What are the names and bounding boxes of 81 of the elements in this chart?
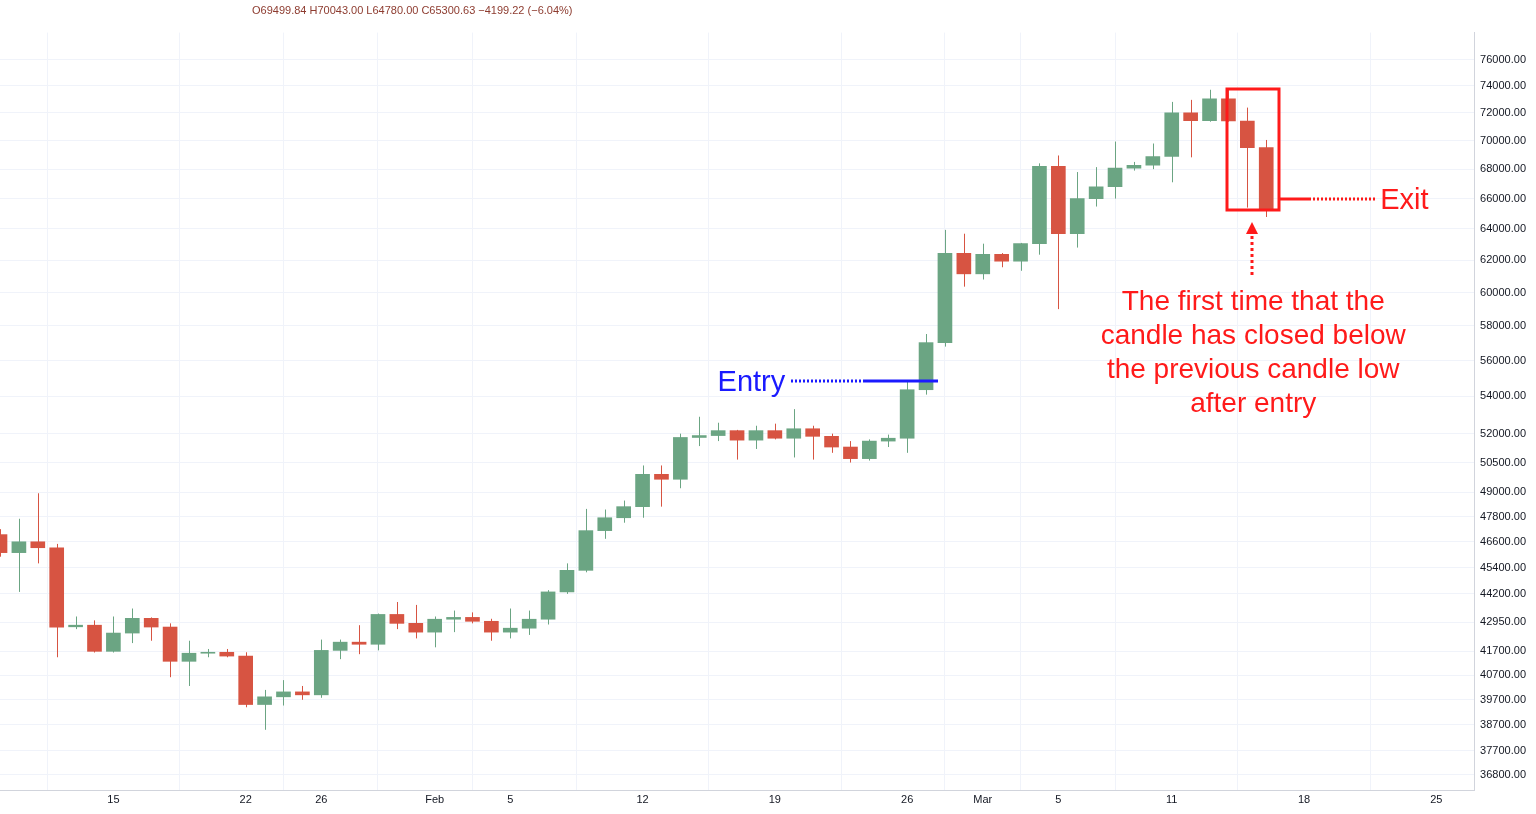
candlestick — [1107, 141, 1123, 200]
y-tick-label: 58000.00 — [1480, 319, 1527, 332]
x-tick-label: Mar — [973, 793, 993, 806]
candlestick — [124, 608, 140, 644]
y-tick-label: 39700.00 — [1480, 692, 1527, 705]
candlestick — [1183, 99, 1198, 158]
candlestick — [1202, 89, 1217, 123]
y-tick-label: 66000.00 — [1480, 191, 1527, 204]
candlestick — [1013, 242, 1028, 272]
candlestick — [427, 615, 443, 648]
candlestick — [332, 639, 348, 660]
x-tick-label: 25 — [1430, 793, 1443, 806]
y-tick-label: 62000.00 — [1480, 253, 1527, 266]
annotation: The first time that the candle has closed below the previous candle low after entry — [1099, 284, 1407, 420]
y-tick-label: 44200.00 — [1480, 586, 1527, 599]
candlestick — [654, 464, 669, 508]
x-tick-label: 5 — [507, 793, 514, 806]
y-tick-label: 46600.00 — [1480, 534, 1527, 547]
x-tick-label: 5 — [1055, 793, 1062, 806]
y-tick-label: 54000.00 — [1480, 389, 1527, 402]
candlestick — [748, 425, 764, 450]
x-tick-label: 26 — [901, 793, 914, 806]
candlestick — [181, 640, 197, 687]
y-tick-label: 52000.00 — [1480, 426, 1527, 439]
y-tick-label: 49000.00 — [1480, 485, 1527, 498]
chart-subtitle: O69499.84 H70043.00 L64780.00 C65300.63 −4199.22 (−6.04%) — [251, 3, 574, 18]
y-tick-label: 60000.00 — [1480, 285, 1527, 298]
y-tick-label: 40700.00 — [1480, 668, 1527, 681]
candlestick — [710, 422, 726, 442]
candlestick — [691, 416, 707, 447]
x-tick-label: 22 — [239, 793, 252, 806]
y-tick-label: 68000.00 — [1480, 162, 1527, 175]
candlestick — [521, 610, 537, 636]
candlestick — [1088, 166, 1104, 208]
candlestick — [446, 610, 461, 633]
candlestick — [257, 689, 272, 731]
candlestick — [729, 429, 745, 461]
candlestick — [862, 438, 877, 462]
x-tick-label: Feb — [425, 793, 445, 806]
candlestick — [408, 604, 424, 639]
y-tick-label: 70000.00 — [1480, 133, 1527, 146]
annotation: Entry — [717, 364, 786, 399]
candlestick — [11, 518, 27, 593]
candlestick — [559, 562, 575, 595]
x-tick-label: 15 — [107, 793, 120, 806]
annotation: Exit — [1380, 182, 1429, 217]
y-tick-label: 45400.00 — [1480, 560, 1527, 573]
x-tick-label: 11 — [1166, 793, 1178, 806]
candlestick — [824, 433, 839, 454]
candlestick — [597, 509, 613, 540]
candlestick — [786, 408, 802, 458]
candlestick — [843, 440, 858, 464]
candlestick — [1145, 143, 1161, 170]
y-tick-label: 36800.00 — [1480, 767, 1527, 780]
y-tick-label: 42950.00 — [1480, 615, 1527, 628]
candlestick — [805, 425, 820, 461]
x-tick-label: 12 — [636, 793, 649, 806]
y-tick-label: 37700.00 — [1480, 743, 1527, 756]
candlestick — [616, 500, 631, 524]
candlestick — [484, 618, 499, 642]
y-tick-label: 64000.00 — [1480, 221, 1527, 234]
candlestick — [389, 601, 405, 630]
y-tick-label: 41700.00 — [1480, 644, 1527, 657]
candlestick — [143, 616, 159, 642]
candlestick — [106, 615, 121, 654]
y-tick-label: 50500.00 — [1480, 455, 1527, 468]
y-tick-label: 56000.00 — [1480, 353, 1527, 366]
candlestick — [502, 608, 518, 639]
x-tick-label: 18 — [1297, 793, 1311, 806]
y-tick-label: 72000.00 — [1480, 105, 1527, 118]
x-tick-label: 19 — [768, 793, 781, 806]
candlestick — [351, 624, 367, 655]
y-tick-label: 76000.00 — [1480, 52, 1527, 65]
candlestick — [975, 243, 991, 281]
y-tick-label: 74000.00 — [1480, 78, 1527, 91]
candlestick — [276, 679, 291, 707]
y-tick-label: 47800.00 — [1480, 509, 1527, 522]
y-tick-label: 38700.00 — [1480, 717, 1527, 730]
x-tick-label: 26 — [315, 793, 328, 806]
candlestick — [30, 492, 46, 564]
candlestick — [956, 233, 972, 288]
